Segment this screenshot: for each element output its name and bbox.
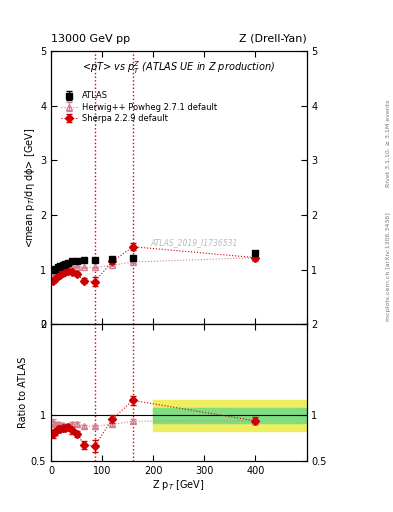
Legend: ATLAS, Herwig++ Powheg 2.7.1 default, Sherpa 2.2.9 default: ATLAS, Herwig++ Powheg 2.7.1 default, Sh… xyxy=(58,88,220,126)
Text: Rivet 3.1.10, ≥ 3.1M events: Rivet 3.1.10, ≥ 3.1M events xyxy=(386,100,391,187)
Y-axis label: <mean p$_{T}$/dη dϕ> [GeV]: <mean p$_{T}$/dη dϕ> [GeV] xyxy=(23,127,37,248)
Text: Z (Drell-Yan): Z (Drell-Yan) xyxy=(239,33,307,44)
Text: <pT> vs p$_T^Z$ (ATLAS UE in Z production): <pT> vs p$_T^Z$ (ATLAS UE in Z productio… xyxy=(82,59,275,76)
Text: ATLAS_2019_I1736531: ATLAS_2019_I1736531 xyxy=(151,238,238,247)
Text: mcplots.cern.ch [arXiv:1306.3436]: mcplots.cern.ch [arXiv:1306.3436] xyxy=(386,212,391,321)
Y-axis label: Ratio to ATLAS: Ratio to ATLAS xyxy=(18,357,28,428)
Text: 13000 GeV pp: 13000 GeV pp xyxy=(51,33,130,44)
X-axis label: Z p$_{T}$ [GeV]: Z p$_{T}$ [GeV] xyxy=(152,478,205,493)
